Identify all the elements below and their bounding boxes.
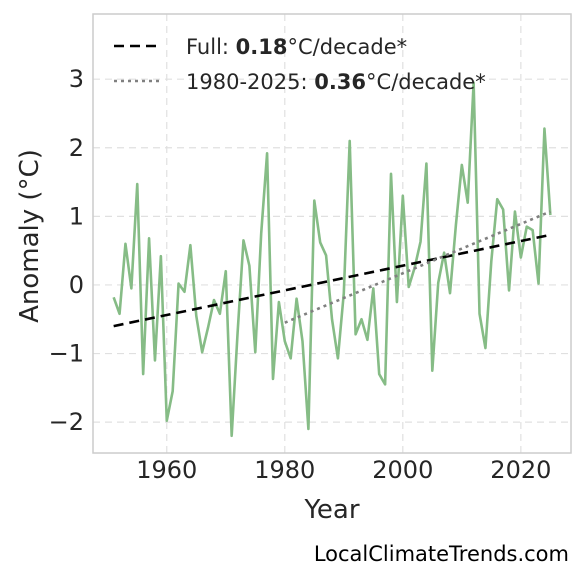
x-tick-label: 2000 [372,456,433,484]
y-tick-label: −2 [49,408,84,436]
legend-entry-suffix: °C/decade* [288,35,408,59]
legend: Full: 0.18°C/decade*1980-2025: 0.36°C/de… [114,35,486,94]
x-tick-label: 2020 [490,456,551,484]
legend-entry-value: 0.18 [236,35,288,59]
tick-labels: 1960 1980 2000 2020 −2 −1 0 1 2 3 [49,65,552,484]
grid-lines [93,14,571,453]
y-tick-label: 2 [69,134,84,162]
legend-entry-suffix: °C/decade* [366,70,486,94]
legend-entry-prefix: 1980-2025: [186,70,314,94]
plot-frame [92,13,572,454]
plot-series [112,81,552,438]
y-tick-label: 3 [69,65,84,93]
full-trend-line [113,233,551,328]
x-tick-label: 1980 [254,456,315,484]
recent-trend-line [284,210,551,324]
x-axis-label: Year [303,495,359,525]
legend-entry-text: 1980-2025: 0.36°C/decade* [186,70,486,94]
y-axis-label: Anomaly (°C) [15,149,45,323]
y-tick-label: 1 [69,202,84,230]
y-tick-label: −1 [49,340,84,368]
legend-entry-prefix: Full: [186,35,236,59]
y-tick-label: 0 [69,271,84,299]
anomaly-series-line [112,81,552,438]
x-tick-label: 1960 [136,456,197,484]
legend-entry-value: 0.36 [314,70,366,94]
legend-entry-text: Full: 0.18°C/decade* [186,35,407,59]
watermark-text: LocalClimateTrends.com [314,542,569,566]
